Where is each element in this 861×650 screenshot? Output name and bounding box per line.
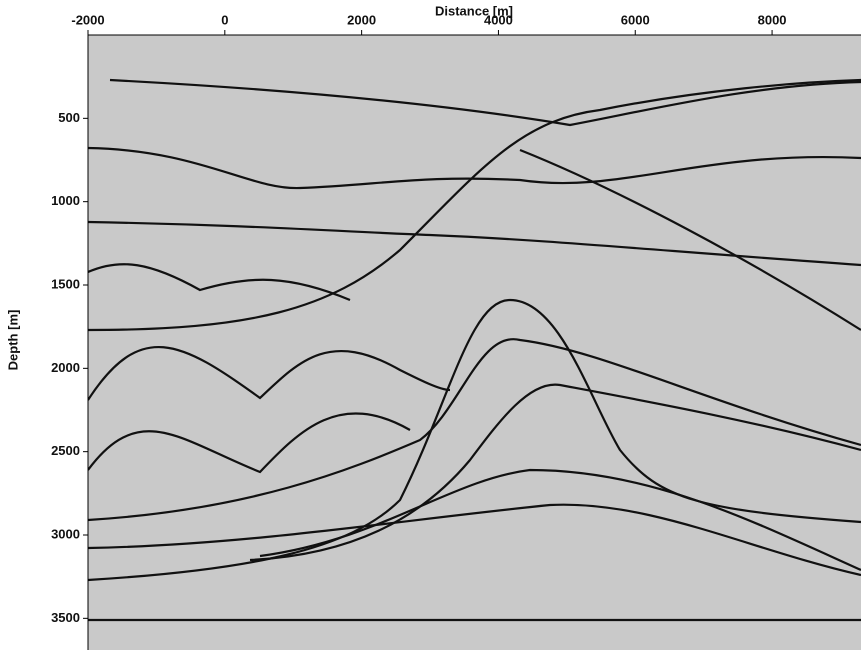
x-tick-label: 0 [221, 12, 228, 27]
reflector [88, 78, 861, 332]
x-tick-label: 8000 [758, 12, 787, 27]
y-axis-label: Depth [m] [5, 310, 20, 371]
y-tick-label: 3500 [51, 610, 80, 625]
image-area [88, 35, 861, 650]
reflectors [88, 78, 861, 622]
reflector [88, 346, 451, 401]
y-tick-label: 3000 [51, 526, 80, 541]
reflector [88, 503, 861, 577]
y-tick-label: 1000 [51, 193, 80, 208]
reflector [88, 338, 861, 522]
x-tick-label: 6000 [621, 12, 650, 27]
reflector [88, 298, 861, 582]
reflector [88, 263, 351, 302]
x-tick-label: -2000 [71, 12, 104, 27]
reflector [259, 468, 861, 572]
y-tick-label: 1500 [51, 276, 80, 291]
y-tick-label: 500 [58, 110, 80, 125]
x-tick-label: 4000 [484, 12, 513, 27]
y-tick-label: 2000 [51, 360, 80, 375]
x-tick-label: 2000 [347, 12, 376, 27]
reflector [88, 220, 861, 267]
reflector [249, 383, 861, 562]
reflector [88, 412, 411, 474]
y-tick-label: 2500 [51, 443, 80, 458]
x-axis-label: Distance [m] [435, 3, 513, 18]
reflector [88, 146, 861, 190]
reflector [519, 148, 861, 331]
